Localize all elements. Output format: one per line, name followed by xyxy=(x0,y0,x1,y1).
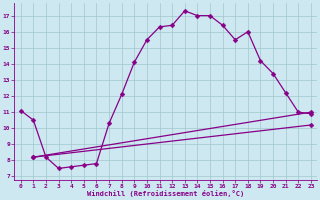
X-axis label: Windchill (Refroidissement éolien,°C): Windchill (Refroidissement éolien,°C) xyxy=(87,190,244,197)
